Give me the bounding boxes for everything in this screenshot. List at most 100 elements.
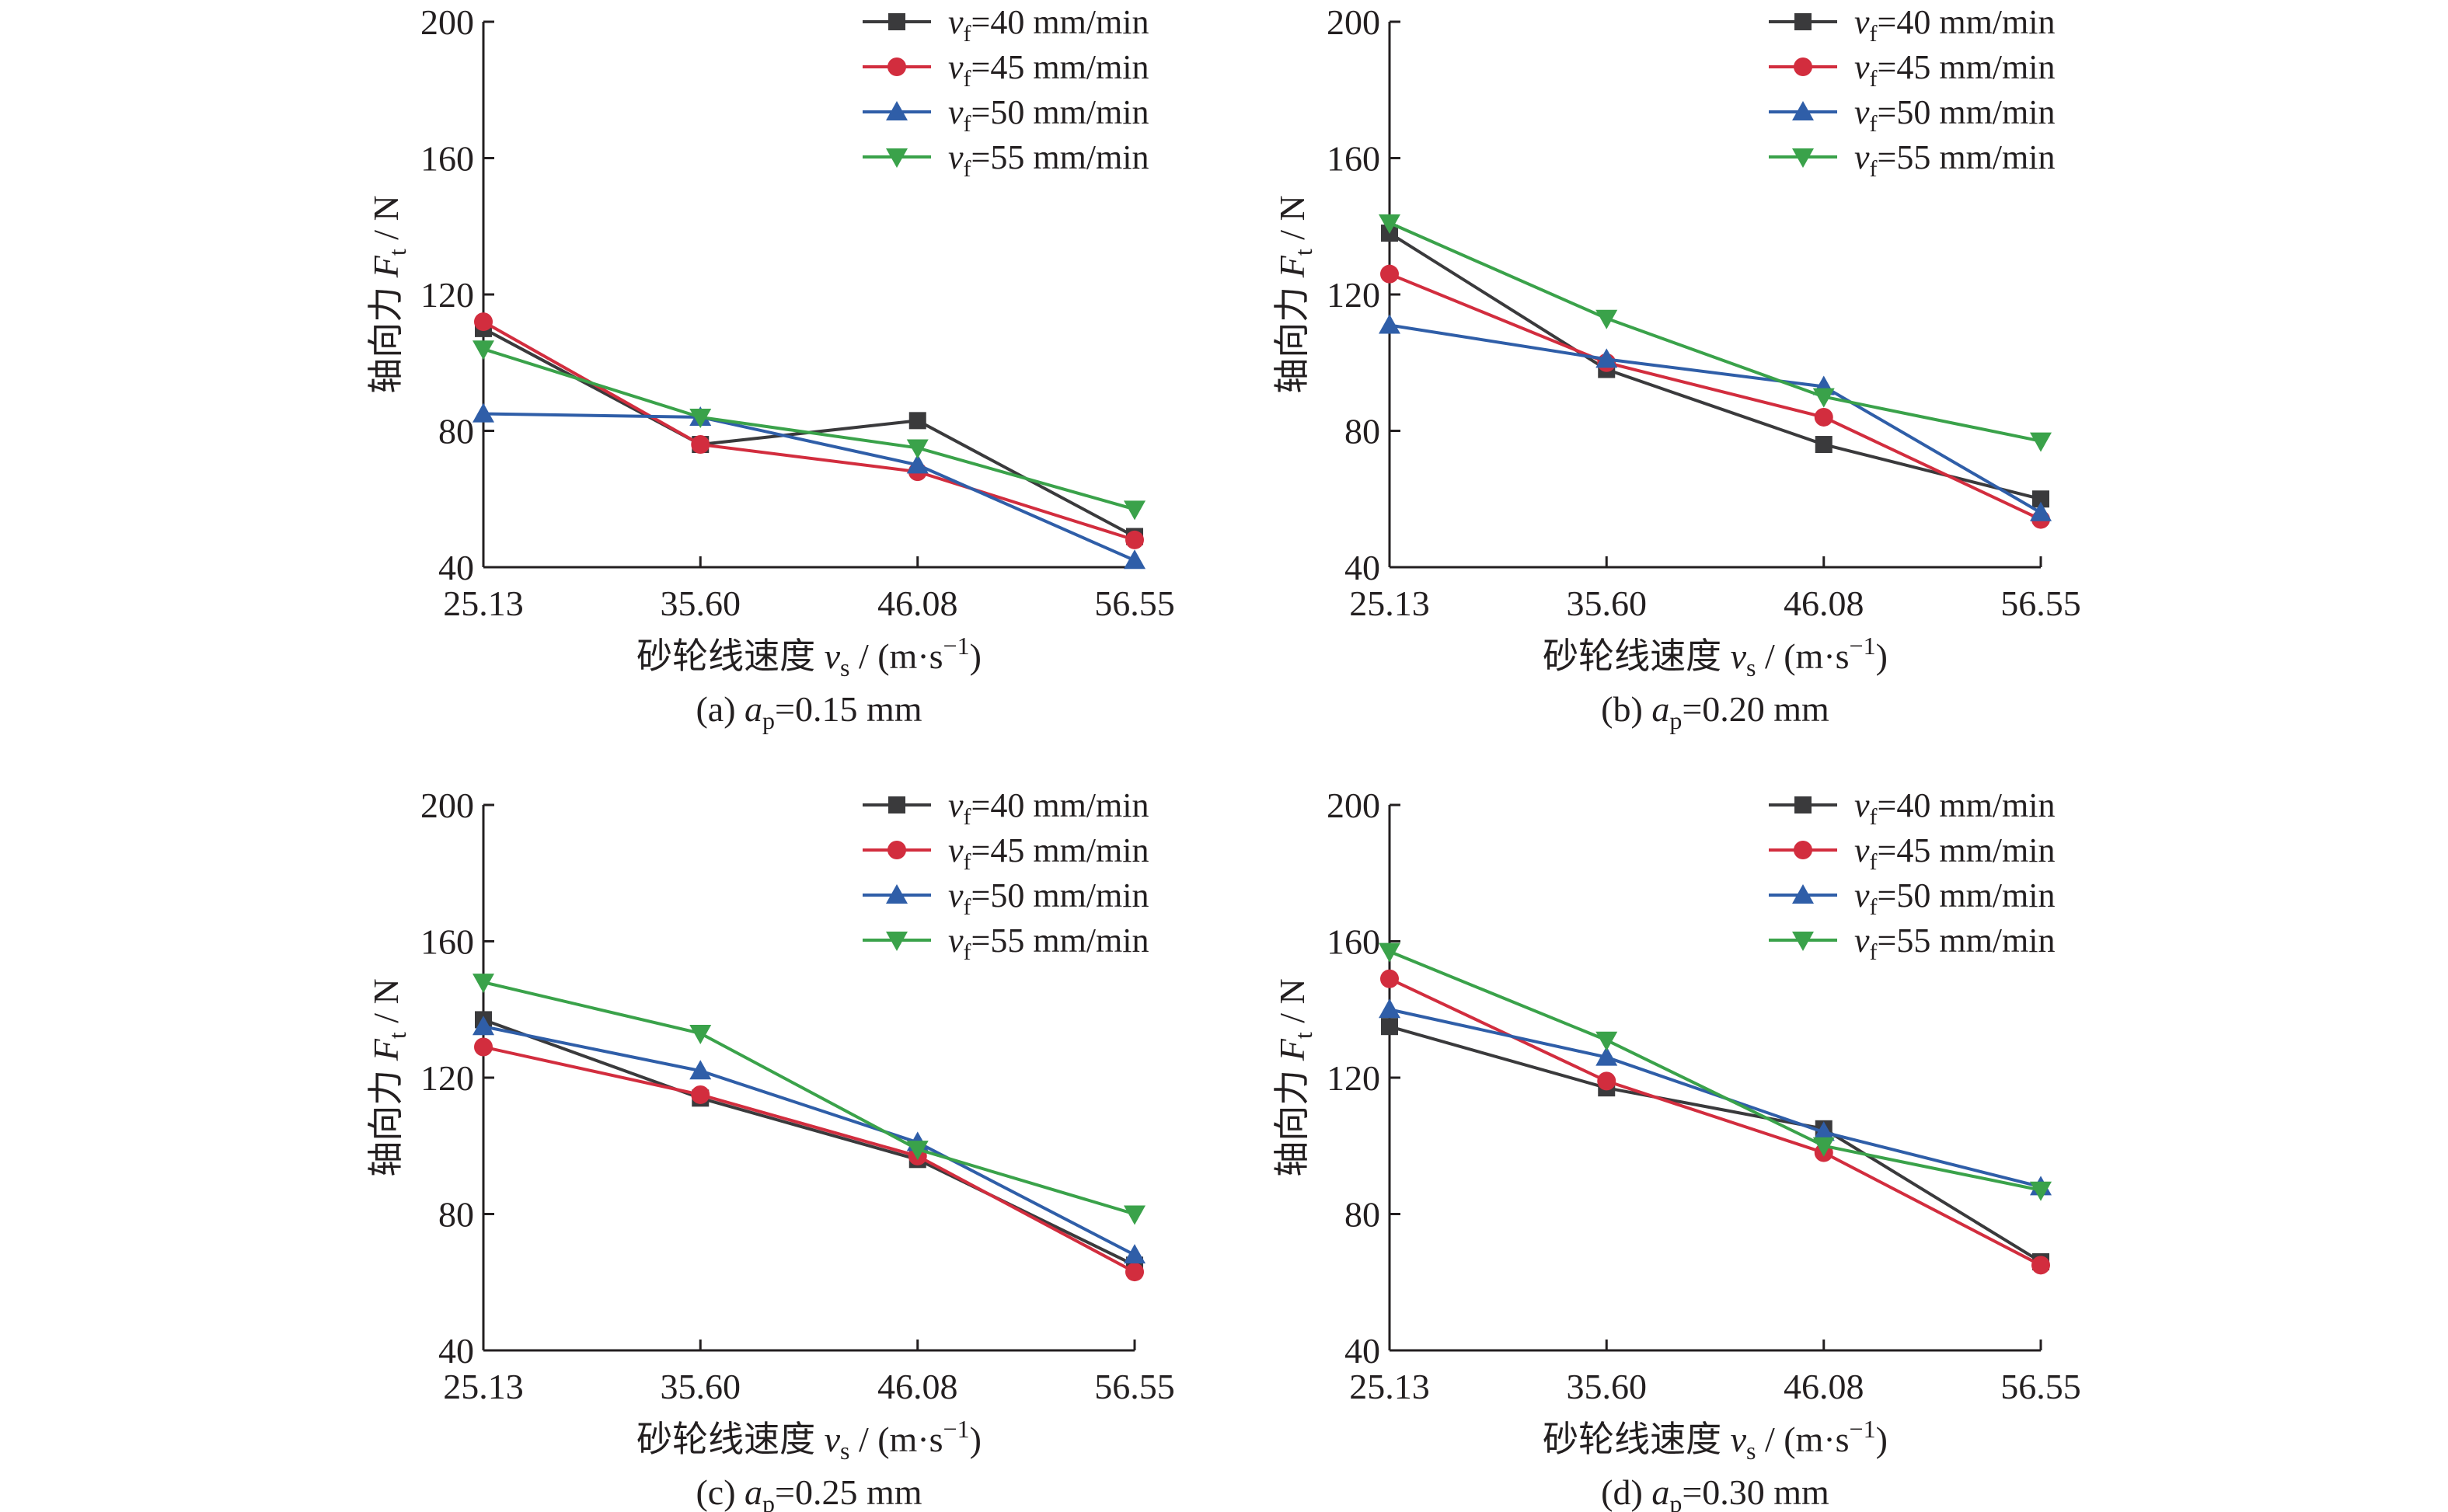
data-point-series-4 — [906, 1141, 929, 1161]
data-point-series-3 — [1379, 998, 1400, 1019]
legend-label: vf=55 mm/min — [948, 138, 1149, 182]
data-point-series-3 — [1379, 314, 1400, 334]
data-point-series-4 — [2030, 1181, 2052, 1201]
chart-panel-4: 40 80 120 160 200 25.13 35.60 46.08 56.55 轴向力 Ft … — [1272, 786, 2081, 1512]
series-line-4 — [1389, 221, 2042, 443]
legend-label: vf=50 mm/min — [1854, 876, 2055, 920]
x-tick-label: 46.08 — [1784, 1367, 1864, 1406]
panel-caption: (c) ap=0.25 mm — [696, 1472, 922, 1512]
data-point-series-2 — [1125, 530, 1144, 549]
legend-marker — [886, 932, 908, 951]
series-line-3 — [1389, 1008, 2042, 1189]
y-tick-label: 40 — [438, 1331, 474, 1371]
x-tick-label: 46.08 — [877, 1367, 958, 1406]
data-point-series-4 — [473, 974, 494, 994]
data-point-series-2 — [1597, 1071, 1616, 1091]
y-tick-label: 200 — [420, 786, 474, 825]
data-point-series-4 — [1379, 942, 1400, 963]
data-point-series-3 — [1124, 1244, 1146, 1264]
legend-label: vf=50 mm/min — [1854, 93, 2055, 137]
x-tick-label: 35.60 — [1566, 584, 1647, 623]
data-point-series-4 — [906, 439, 929, 459]
data-point-series-3 — [473, 1016, 494, 1036]
data-point-series-2 — [1814, 407, 1833, 427]
y-tick-label: 80 — [1344, 1195, 1380, 1235]
x-axis-label: 砂轮线速度 vs / (m·s−1) — [1543, 632, 1888, 681]
chart-panel-2: 40 80 120 160 200 25.13 35.60 46.08 56.55 轴向力 Ft … — [1272, 2, 2081, 734]
legend-marker — [888, 13, 905, 30]
legend-marker — [886, 884, 908, 904]
data-point-series-4 — [473, 340, 494, 361]
chart-panel-1: 40 80 120 160 200 25.13 35.60 46.08 56.55 轴向力 Ft … — [366, 2, 1175, 734]
data-point-series-1 — [1381, 1018, 1398, 1036]
series-line-4 — [483, 347, 1135, 511]
data-point-series-2 — [474, 1037, 493, 1057]
data-point-series-2 — [1125, 1263, 1144, 1282]
series-line-1 — [1389, 1025, 2042, 1263]
panel-caption: (d) ap=0.30 mm — [1601, 1472, 1829, 1512]
y-axis-label: 轴向力 Ft / N — [1272, 195, 1317, 394]
legend-label: vf=40 mm/min — [948, 3, 1149, 47]
y-tick-label: 160 — [1327, 139, 1380, 179]
data-point-series-1 — [908, 412, 926, 430]
data-point-series-4 — [1595, 309, 1618, 329]
legend-label: vf=40 mm/min — [948, 786, 1149, 830]
data-point-series-3 — [2030, 501, 2052, 521]
y-tick-label: 200 — [1327, 786, 1380, 825]
legend-label: vf=40 mm/min — [1854, 3, 2055, 47]
data-point-series-2 — [2031, 1256, 2050, 1275]
x-tick-label: 46.08 — [877, 584, 958, 623]
data-point-series-3 — [473, 402, 494, 423]
data-point-series-4 — [1812, 388, 1835, 408]
x-axis-label: 砂轮线速度 vs / (m·s−1) — [1543, 1415, 1888, 1465]
x-tick-label: 35.60 — [660, 1367, 741, 1406]
legend-label: vf=50 mm/min — [948, 876, 1149, 920]
y-tick-label: 120 — [1327, 275, 1380, 315]
data-point-series-2 — [1380, 969, 1399, 988]
legend-marker — [888, 796, 905, 813]
series-line-2 — [483, 320, 1135, 542]
data-point-series-3 — [689, 1060, 712, 1080]
y-tick-label: 160 — [1327, 922, 1380, 962]
legend-marker — [1794, 57, 1812, 76]
series-line-4 — [1389, 949, 2042, 1192]
series-line-3 — [483, 412, 1135, 563]
y-axis-label: 轴向力 Ft / N — [366, 978, 411, 1177]
y-tick-label: 80 — [1344, 412, 1380, 451]
data-point-series-1 — [1815, 436, 1833, 454]
series-line-2 — [1389, 272, 2042, 521]
legend-marker — [1792, 101, 1814, 120]
x-tick-label: 25.13 — [1349, 584, 1430, 623]
data-point-series-4 — [689, 1024, 712, 1044]
y-tick-label: 120 — [420, 275, 474, 315]
x-tick-label: 56.55 — [1094, 1367, 1175, 1406]
legend-marker — [887, 841, 906, 859]
chart-panel-3: 40 80 120 160 200 25.13 35.60 46.08 56.55 轴向力 Ft … — [366, 786, 1175, 1512]
data-point-series-4 — [689, 408, 712, 428]
y-tick-label: 120 — [420, 1058, 474, 1098]
y-tick-label: 200 — [1327, 2, 1380, 42]
legend-label: vf=45 mm/min — [1854, 48, 2055, 92]
legend-marker — [1792, 932, 1814, 951]
legend-label: vf=45 mm/min — [948, 48, 1149, 92]
data-point-series-4 — [1379, 214, 1400, 234]
legend-marker — [1794, 796, 1812, 813]
x-tick-label: 35.60 — [1566, 1367, 1647, 1406]
series-line-2 — [483, 1045, 1135, 1273]
legend-marker — [886, 148, 908, 168]
x-axis-label: 砂轮线速度 vs / (m·s−1) — [636, 632, 982, 681]
series-line-1 — [483, 1018, 1135, 1267]
data-point-series-4 — [2030, 432, 2052, 452]
legend-marker — [1794, 13, 1812, 30]
series-line-2 — [1389, 977, 2042, 1267]
series-line-4 — [483, 981, 1135, 1216]
data-point-series-2 — [691, 1085, 710, 1104]
series-line-1 — [1388, 232, 2042, 501]
panel-caption: (a) ap=0.15 mm — [696, 689, 922, 734]
x-tick-label: 46.08 — [1784, 584, 1864, 623]
legend-marker — [887, 57, 906, 76]
